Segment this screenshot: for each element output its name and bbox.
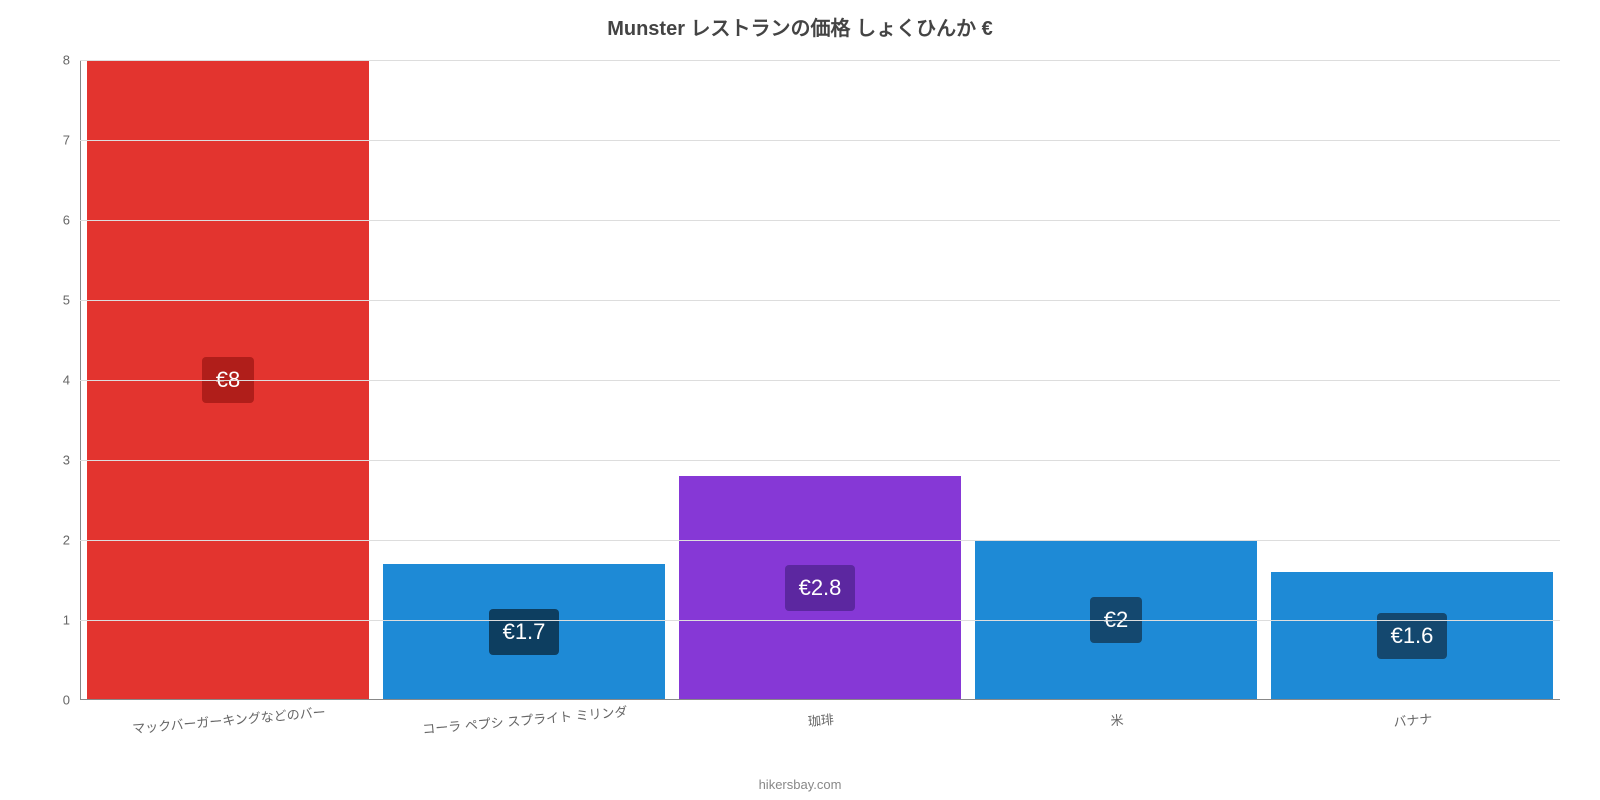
- x-axis-labels: マックバーガーキングなどのバー コーラ ペプシ スプライト ミリンダ 珈琲 米 バナナ: [80, 702, 1560, 762]
- y-tick-label: 4: [40, 373, 80, 388]
- y-tick-label: 8: [40, 53, 80, 68]
- x-label-slot: バナナ: [1264, 702, 1560, 762]
- bar-value-label: €1.7: [489, 609, 560, 655]
- y-tick-label: 2: [40, 533, 80, 548]
- bar: €2.8: [679, 476, 960, 700]
- chart-attribution: hikersbay.com: [0, 777, 1600, 792]
- gridline: [80, 140, 1560, 141]
- bar: €1.7: [383, 564, 664, 700]
- x-axis-label: バナナ: [1393, 708, 1434, 730]
- y-tick-label: 1: [40, 613, 80, 628]
- y-tick-label: 5: [40, 293, 80, 308]
- gridline: [80, 620, 1560, 621]
- y-tick-label: 0: [40, 693, 80, 708]
- y-tick-label: 3: [40, 453, 80, 468]
- y-tick-label: 7: [40, 133, 80, 148]
- bar: €1.6: [1271, 572, 1552, 700]
- chart-title: Munster レストランの価格 しょくひんか €: [0, 12, 1600, 41]
- gridline: [80, 540, 1560, 541]
- gridline: [80, 220, 1560, 221]
- bar-value-label: €2.8: [785, 565, 856, 611]
- gridline: [80, 460, 1560, 461]
- x-axis-label: マックバーガーキングなどのバー: [131, 702, 326, 738]
- gridline: [80, 300, 1560, 301]
- x-label-slot: マックバーガーキングなどのバー: [80, 702, 376, 762]
- x-axis-label: 珈琲: [807, 709, 835, 730]
- y-tick-label: 6: [40, 213, 80, 228]
- chart-container: Munster レストランの価格 しょくひんか € €8€1.7€2.8€2€1…: [0, 0, 1600, 800]
- x-label-slot: コーラ ペプシ スプライト ミリンダ: [376, 702, 672, 762]
- gridline: [80, 380, 1560, 381]
- x-label-slot: 米: [968, 702, 1264, 762]
- gridline: [80, 60, 1560, 61]
- x-axis-label: 米: [1110, 709, 1125, 729]
- x-label-slot: 珈琲: [672, 702, 968, 762]
- x-axis-line: [80, 699, 1560, 700]
- plot-area: €8€1.7€2.8€2€1.6 012345678: [80, 60, 1560, 700]
- x-axis-label: コーラ ペプシ スプライト ミリンダ: [421, 701, 628, 738]
